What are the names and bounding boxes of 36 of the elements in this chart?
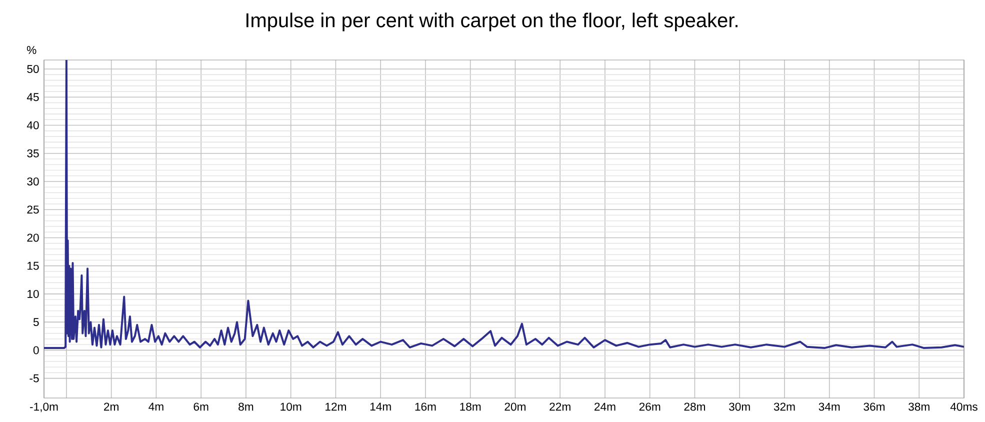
x-tick-label: 26m — [639, 402, 660, 411]
y-tick-label: 15 — [28, 262, 39, 270]
x-tick-label: 8m — [238, 402, 254, 411]
x-tick-label: 30m — [729, 402, 750, 411]
y-tick-label: 25 — [27, 206, 39, 214]
x-tick-label: 16m — [415, 402, 436, 411]
y-tick-label: 30 — [27, 177, 39, 186]
y-tick-label: -5 — [30, 374, 39, 382]
x-tick-label: 10m — [280, 402, 302, 411]
y-tick-label: 5 — [33, 318, 39, 326]
x-tick-label: 22m — [550, 402, 570, 411]
x-tick-label: 32m — [774, 402, 795, 411]
x-tick-label: 28m — [684, 402, 706, 411]
x-tick-label: 24m — [594, 402, 616, 411]
x-tick-label: 34m — [818, 402, 840, 411]
y-tick-label: 20 — [27, 234, 39, 242]
x-tick-label: 18m — [460, 402, 481, 411]
x-tick-label: 12m — [326, 402, 346, 411]
x-tick-label: 38m — [908, 402, 930, 411]
y-tick-label: 50 — [27, 64, 39, 73]
y-tick-label: 0 — [33, 346, 39, 354]
x-tick-label: 4m — [148, 402, 164, 411]
x-tick-label: -1,0m — [30, 402, 58, 412]
x-tick-label: 6m — [194, 402, 208, 411]
x-tick-label: 20m — [504, 402, 526, 411]
y-tick-label: 10 — [28, 290, 39, 298]
x-tick-label: 40ms — [950, 402, 978, 411]
y-axis-title: % — [26, 46, 36, 54]
x-tick-label: 2m — [104, 402, 118, 411]
y-tick-label: 40 — [26, 121, 39, 130]
x-tick-label: 14m — [370, 402, 391, 411]
y-tick-label: 45 — [26, 93, 39, 102]
x-tick-label: 36m — [864, 402, 885, 411]
y-tick-label: 35 — [27, 149, 39, 158]
line-series — [44, 60, 964, 349]
chart-title: Impulse in per cent with carpet on the floor, left speaker. — [246, 12, 738, 32]
